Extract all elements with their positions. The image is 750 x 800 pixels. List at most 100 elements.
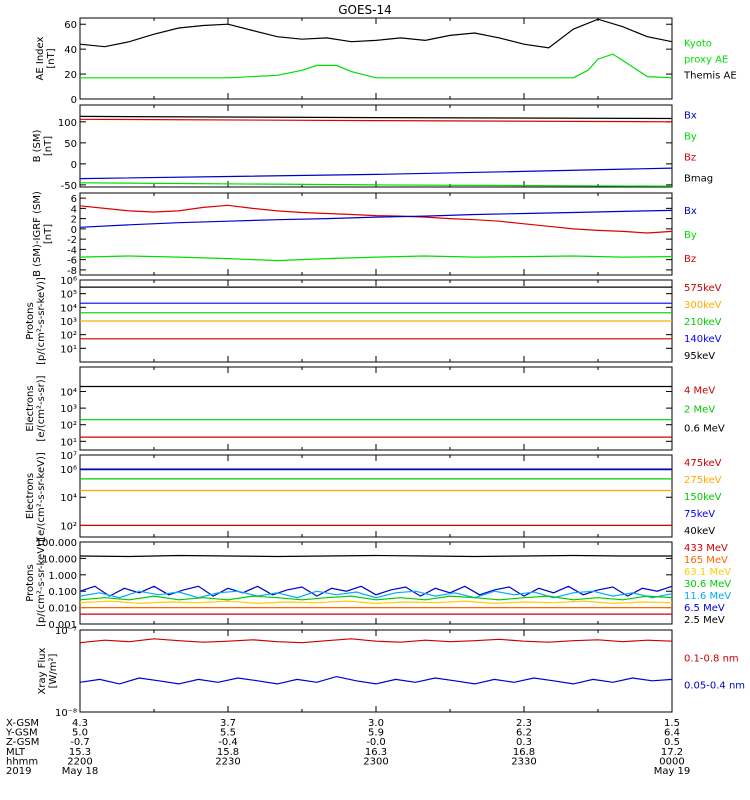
ephemeris-row-label: Z-GSM bbox=[6, 737, 39, 748]
y-axis-label: [e/(cm²-s-sr)] bbox=[36, 375, 47, 441]
ephemeris-value: 3.0 bbox=[368, 718, 384, 729]
series-line-1 bbox=[79, 554, 672, 558]
y-tick-label: 10⁷ bbox=[60, 451, 77, 462]
y-tick-label: 10² bbox=[60, 331, 77, 342]
ephemeris-value: 5.9 bbox=[368, 728, 384, 739]
panel-frame bbox=[79, 454, 673, 538]
legend-entry: 30.6 MeV bbox=[684, 579, 731, 590]
legend-entry: Bx bbox=[684, 111, 697, 122]
ephemeris-value: 2.3 bbox=[516, 718, 532, 729]
legend-entry: 40keV bbox=[684, 526, 715, 537]
series-line-1 bbox=[79, 638, 673, 644]
legend-entry: Themis AE bbox=[683, 71, 737, 82]
ephemeris-value: 16.8 bbox=[513, 747, 535, 758]
ephemeris-row-label: MLT bbox=[6, 747, 26, 758]
ephemeris-value: 2330 bbox=[511, 756, 536, 767]
series-line-1 bbox=[79, 18, 673, 49]
ephemeris-value: 3.7 bbox=[220, 718, 236, 729]
y-tick-label: -8 bbox=[67, 266, 77, 277]
plot-title: GOES-14 bbox=[338, 3, 392, 17]
legend-entry: 2.5 MeV bbox=[684, 615, 725, 626]
series-line-2 bbox=[79, 585, 673, 597]
ephemeris-value: 0.3 bbox=[516, 737, 532, 748]
legend-entry: Bx bbox=[684, 206, 697, 217]
y-axis-label: [p/(cm²-s-sr-keV)] bbox=[36, 539, 47, 627]
y-tick-label: 4 bbox=[71, 204, 77, 215]
y-tick-label: 10² bbox=[60, 521, 77, 532]
ephemeris-value: 5.5 bbox=[220, 728, 236, 739]
y-tick-label: 0 bbox=[71, 160, 77, 171]
y-tick-label: -50 bbox=[61, 181, 77, 192]
legend-entry: 433 MeV bbox=[684, 543, 728, 554]
ephemeris-value: 0.5 bbox=[664, 737, 680, 748]
ephemeris-table: X-GSM 4.3 3.7 3.0 2.3 1.5 Y-GSM 5.0 5.5 5.9 6.2 6.4… bbox=[5, 718, 690, 777]
ephemeris-value: 0000 bbox=[659, 756, 684, 767]
legend-entry: 275keV bbox=[684, 475, 722, 486]
ephemeris-value: -0.4 bbox=[218, 737, 238, 748]
y-tick-label: 10⁻⁸ bbox=[55, 708, 77, 719]
ephemeris-value: 6.2 bbox=[516, 728, 532, 739]
y-tick-label: 40 bbox=[64, 45, 77, 56]
y-tick-label: 60 bbox=[64, 20, 77, 31]
series-line-5 bbox=[79, 600, 673, 605]
legend-entry: proxy AE bbox=[684, 55, 728, 66]
y-axis-label: [nT] bbox=[43, 136, 54, 156]
panel-4: 10¹ 10² 10³ 10⁴ 10⁵ 10⁶ Protons [p/(cm²-s-sr-ke… bbox=[25, 276, 722, 365]
y-tick-label: 10¹ bbox=[60, 437, 77, 448]
panel-frame bbox=[79, 192, 673, 276]
ephemeris-value: 4.3 bbox=[72, 718, 88, 729]
series-line-1 bbox=[79, 204, 673, 234]
ephemeris-value: May 18 bbox=[62, 766, 99, 777]
y-tick-label: 2 bbox=[71, 215, 77, 226]
y-tick-label: 10⁻⁷ bbox=[55, 626, 77, 637]
ephemeris-row-label: X-GSM bbox=[6, 718, 39, 729]
legend-entry: 0.05-0.4 nm bbox=[684, 681, 745, 692]
legend-entry: 2 MeV bbox=[684, 405, 715, 416]
y-axis-label: [nT] bbox=[46, 48, 57, 68]
y-tick-label: 10⁴ bbox=[60, 493, 77, 504]
y-tick-label: 100 bbox=[58, 118, 77, 129]
panel-8: 10⁻⁸ 10⁻⁷ Xray Flux [W/m²] 0.1-0.8 nm 0.05-0.… bbox=[37, 626, 745, 719]
legend-entry: 210keV bbox=[684, 317, 722, 328]
legend-entry: Bz bbox=[684, 254, 696, 265]
ephemeris-value: 17.2 bbox=[661, 747, 683, 758]
ephemeris-value: 2300 bbox=[363, 756, 388, 767]
y-tick-label: 0.001 bbox=[48, 620, 77, 631]
y-tick-label: -4 bbox=[67, 245, 77, 256]
y-tick-label: 10⁴ bbox=[60, 388, 77, 399]
legend-entry: 575keV bbox=[684, 283, 722, 294]
legend-entry: 300keV bbox=[684, 300, 722, 311]
ephemeris-value: -0.7 bbox=[70, 737, 90, 748]
y-tick-label: 50 bbox=[64, 139, 77, 150]
series-line-3 bbox=[79, 590, 673, 599]
y-tick-label: 1.000 bbox=[48, 571, 77, 582]
y-axis-label: [p/(cm²-s-sr-keV)] bbox=[36, 277, 47, 365]
y-tick-label: 20 bbox=[64, 70, 77, 81]
y-tick-label: 0.100 bbox=[48, 587, 77, 598]
legend-entry: 6.5 MeV bbox=[684, 603, 725, 614]
panel-1: 0 20 40 60 AE Index [nT] Kyoto proxy AE Themis A… bbox=[35, 17, 737, 106]
y-tick-label: 10³ bbox=[60, 317, 77, 328]
legend-entry: Kyoto bbox=[684, 39, 712, 50]
ephemeris-value: 2200 bbox=[67, 756, 92, 767]
ephemeris-row-label: 2019 bbox=[6, 766, 31, 777]
panel-frame bbox=[79, 541, 673, 625]
y-axis-label: [nT] bbox=[43, 224, 54, 244]
y-tick-label: 10¹ bbox=[60, 344, 77, 355]
y-tick-label: -6 bbox=[67, 256, 77, 267]
legend-entry: 95keV bbox=[684, 351, 715, 362]
y-axis-label: B (SM) bbox=[32, 129, 43, 162]
y-axis-label: [e/(cm²-s-sr-keV)] bbox=[36, 452, 47, 540]
legend-entry: By bbox=[684, 132, 697, 143]
ephemeris-value: May 19 bbox=[654, 766, 691, 777]
y-tick-label: 10⁶ bbox=[60, 465, 77, 476]
ephemeris-value: 5.0 bbox=[72, 728, 88, 739]
y-axis-label: B (SM)-IGRF (SM) bbox=[32, 191, 43, 277]
panel-2: -50 0 50 100 B (SM) [nT] Bx By Bz Bmag bbox=[32, 104, 713, 192]
y-axis-label: AE Index bbox=[35, 36, 46, 80]
series-line-2 bbox=[79, 209, 673, 228]
legend-entry: 140keV bbox=[684, 334, 722, 345]
panel-7: 0.001 0.010 0.100 1.000 10.000 100.000 Protons… bbox=[25, 538, 731, 631]
